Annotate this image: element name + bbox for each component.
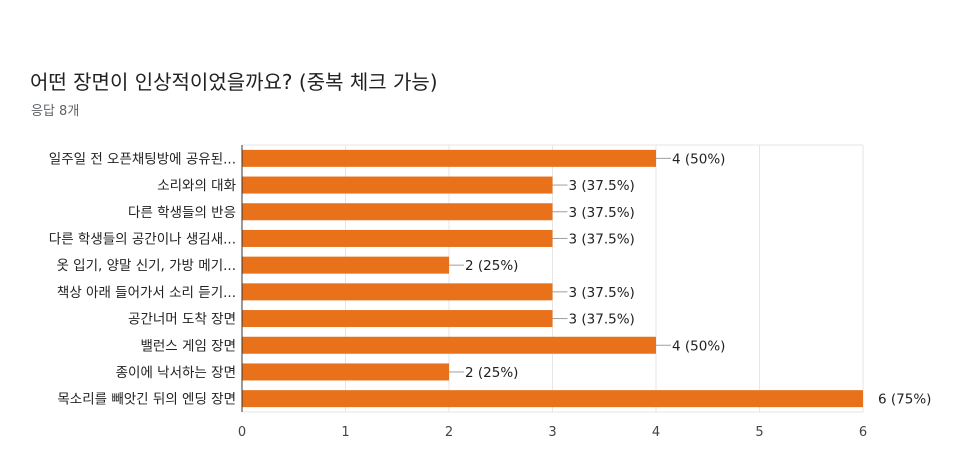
category-label: 다른 학생들의 반응 xyxy=(128,205,236,221)
category-label: 목소리를 빼앗긴 뒤의 엔딩 장면 xyxy=(57,392,236,408)
data-label: 3 (37.5%) xyxy=(569,312,635,328)
x-tick-label: 6 xyxy=(859,425,867,440)
data-label: 4 (50%) xyxy=(672,151,725,167)
data-label: 3 (37.5%) xyxy=(569,205,635,221)
x-tick-label: 3 xyxy=(548,425,556,440)
bar xyxy=(242,363,449,381)
x-tick-label: 2 xyxy=(445,425,453,440)
category-label: 공간너머 도착 장면 xyxy=(128,312,236,328)
bar xyxy=(242,203,553,221)
x-tick-label: 0 xyxy=(238,425,246,440)
bar xyxy=(242,283,553,301)
bar xyxy=(242,390,863,408)
data-label: 3 (37.5%) xyxy=(569,178,635,194)
bar xyxy=(242,149,656,167)
bar xyxy=(242,176,553,194)
data-label: 6 (75%) xyxy=(878,392,931,408)
category-label: 다른 학생들의 공간이나 생김새... xyxy=(49,231,236,247)
labels: 0 1 2 3 4 5 6 일주일 전 오픈채팅방에 공유된... 4 (50%) 소리와의 대화… xyxy=(49,145,931,440)
data-label: 3 (37.5%) xyxy=(569,285,635,301)
category-label: 책상 아래 들어가서 소리 듣기... xyxy=(57,285,236,301)
category-label: 밸런스 게임 장면 xyxy=(140,338,236,354)
category-label: 소리와의 대화 xyxy=(157,178,236,194)
bar xyxy=(242,256,449,274)
x-tick-label: 5 xyxy=(755,425,763,440)
category-label: 일주일 전 오픈채팅방에 공유된... xyxy=(49,151,236,167)
bar xyxy=(242,310,553,328)
data-label: 2 (25%) xyxy=(465,365,518,381)
data-label: 4 (50%) xyxy=(672,338,725,354)
bar xyxy=(242,229,553,247)
bars xyxy=(242,149,863,408)
chart-title: 어떤 장면이 인상적이었을까요? (중복 체크 가능) xyxy=(30,70,438,94)
data-label: 3 (37.5%) xyxy=(569,231,635,247)
x-tick-label: 4 xyxy=(652,425,660,440)
category-label: 옷 입기, 양말 신기, 가방 메기... xyxy=(56,258,236,274)
category-label: 종이에 낙서하는 장면 xyxy=(116,365,236,381)
response-count: 응답 8개 xyxy=(31,104,80,119)
x-tick-label: 1 xyxy=(341,425,349,440)
bar xyxy=(242,336,656,354)
data-label: 2 (25%) xyxy=(465,258,518,274)
